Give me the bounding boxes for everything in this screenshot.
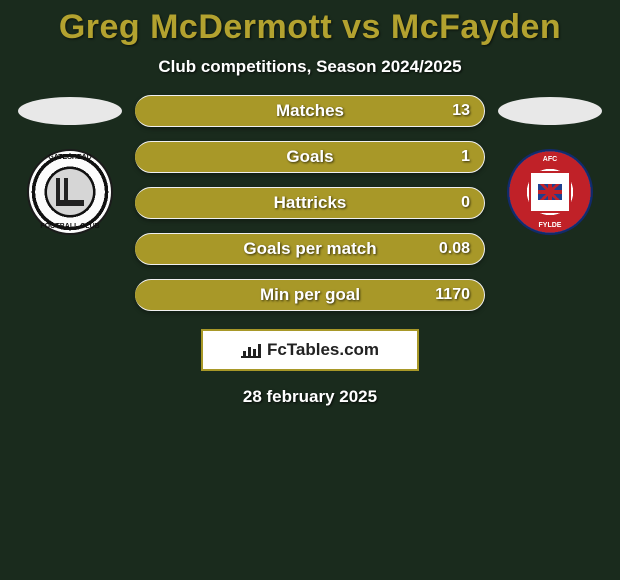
stat-label: Hattricks [136,188,484,218]
stat-label: Goals [136,142,484,172]
page-title: Greg McDermott vs McFayden [0,8,620,47]
chart-icon [241,342,261,358]
right-badge-text-top: AFC [509,156,591,163]
left-column: GATESHEAD FOOTBALL CLUB [15,95,125,235]
stat-bar: Hattricks0 [135,187,485,219]
right-club-badge: AFC FYLDE [507,149,593,235]
stat-label: Matches [136,96,484,126]
right-badge-flag [538,184,562,200]
left-badge-mark [56,178,84,206]
stats-column: Matches13 Goals1 Hattricks0 Goals per match… [135,95,485,311]
subtitle: Club competitions, Season 2024/2025 [0,57,620,77]
main-row: GATESHEAD FOOTBALL CLUB Matches13 Goals1 H… [0,95,620,311]
stat-label: Min per goal [136,280,484,310]
right-badge-inner [529,171,571,213]
stat-bar: Goals1 [135,141,485,173]
stat-right-value: 1 [461,142,470,172]
right-badge-text-bottom: FYLDE [509,222,591,229]
comparison-card: Greg McDermott vs McFayden Club competit… [0,0,620,407]
stat-bar: Matches13 [135,95,485,127]
date-text: 28 february 2025 [0,387,620,407]
brand-text: FcTables.com [267,340,379,360]
right-column: AFC FYLDE [495,95,605,235]
brand-box: FcTables.com [201,329,419,371]
left-club-badge: GATESHEAD FOOTBALL CLUB [27,149,113,235]
left-badge-inner [47,169,93,215]
stat-right-value: 1170 [435,280,470,310]
stat-right-value: 0.08 [439,234,470,264]
right-player-oval [498,97,602,125]
left-player-oval [18,97,122,125]
stat-label: Goals per match [136,234,484,264]
left-badge-text-top: GATESHEAD [29,154,111,161]
stat-right-value: 0 [461,188,470,218]
left-badge-text-bottom: FOOTBALL CLUB [29,223,111,230]
stat-right-value: 13 [452,96,470,126]
stat-bar: Goals per match0.08 [135,233,485,265]
stat-bar: Min per goal1170 [135,279,485,311]
